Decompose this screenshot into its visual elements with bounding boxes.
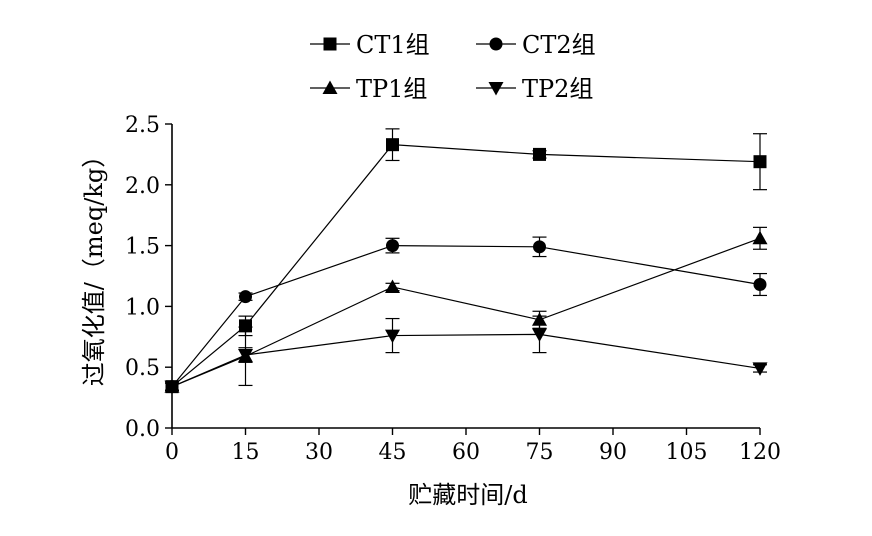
x-axis-label: 贮藏时间/d [408,481,527,509]
series-3 [164,226,768,393]
y-tick-label: 0.0 [125,417,160,442]
data-point [752,230,768,245]
x-tick-label: 105 [666,440,708,465]
data-point [386,239,399,253]
y-tick-label: 2.0 [125,174,160,199]
legend-label: TP2组 [522,75,593,103]
x-tick-label: 15 [232,440,260,465]
legend-marker [488,82,504,96]
data-point [752,362,768,376]
data-point [533,147,546,161]
legend-marker [323,37,337,51]
data-point [753,278,767,292]
y-tick-label: 2.5 [125,113,160,138]
series-layer [164,128,768,395]
y-tick-label: 1.5 [125,235,160,260]
data-point [239,319,252,333]
data-point [533,240,546,254]
legend: CT1组 CT2组 TP1组 TP2组 [310,31,596,103]
x-tick-label: 120 [739,440,781,465]
y-tick-label: 0.5 [125,356,160,381]
legend-label: CT2组 [522,31,596,59]
series-1 [165,128,767,394]
y-axis-label: 过氧化值/（meq/kg） [80,144,108,386]
x-tick-label: 45 [379,440,407,465]
data-point [753,155,767,169]
legend-marker [489,37,503,51]
data-point [385,279,400,293]
series-line [171,244,761,388]
data-point [238,349,253,363]
data-point [532,328,547,342]
x-tick-label: 60 [452,440,480,465]
legend-item: TP2组 [476,75,593,103]
legend-label: TP1组 [356,75,427,103]
legend-item: CT2组 [476,31,596,59]
series-2 [165,236,767,394]
series-4 [164,315,768,395]
y-tick-label: 1.0 [125,295,160,320]
axes: 0 15 30 45 60 75 90 105 120 0.0 0.5 1.0 1.5 2.0 2.5 [125,113,781,465]
x-tick-label: 30 [305,440,333,465]
x-tick-label: 75 [526,440,554,465]
x-tick-label: 0 [165,440,179,465]
data-point [386,138,399,152]
data-point [385,329,400,344]
legend-label: CT1组 [356,31,430,59]
legend-marker [322,80,338,94]
legend-item: CT1组 [310,31,430,59]
series-line [171,144,761,388]
series-line [171,333,761,388]
data-point [239,290,252,304]
series-line [171,237,761,388]
data-point [164,380,180,395]
x-tick-label: 90 [599,440,627,465]
legend-item: TP1组 [310,75,427,103]
